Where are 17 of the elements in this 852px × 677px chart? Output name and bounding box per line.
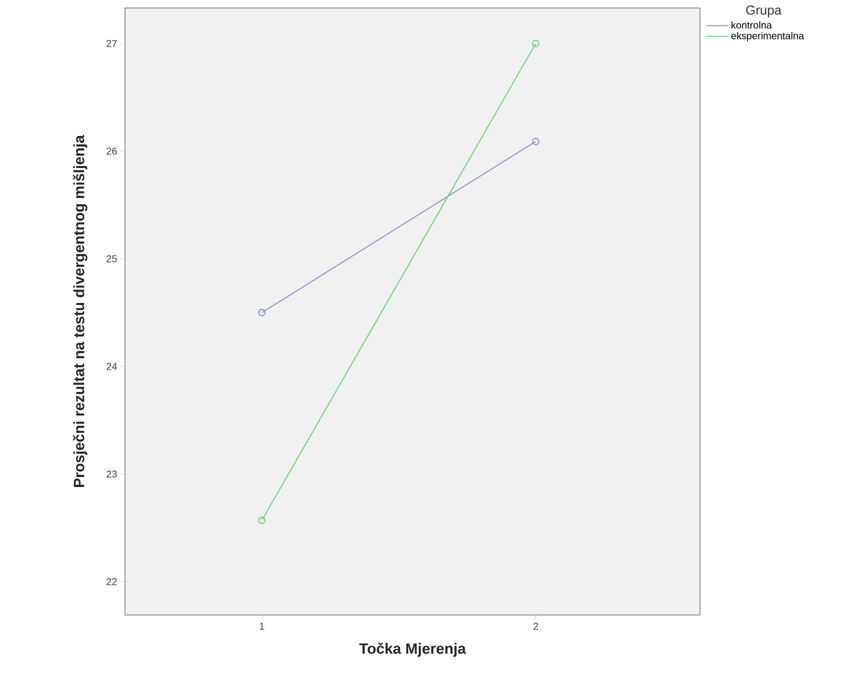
x-axis-title: Točka Mjerenja (359, 642, 466, 657)
y-tick-label: 27 (106, 40, 117, 47)
point (532, 40, 540, 48)
point (258, 516, 266, 524)
x-tick-label: 2 (533, 622, 538, 630)
x-tick-label: 1 (260, 622, 264, 630)
y-axis-title: Prosječni rezultat na testu divergentnog mišljenja (72, 134, 88, 487)
y-tick-label: 26 (106, 148, 117, 155)
y-tick-label: 25 (106, 255, 117, 262)
point (258, 308, 266, 316)
legend-label: eksperimentalna (731, 32, 804, 42)
point (532, 138, 540, 146)
legend-title: Grupa (746, 6, 782, 18)
y-tick-label: 22 (106, 578, 117, 586)
y-tick-label: 23 (106, 470, 117, 478)
y-tick-label: 24 (106, 362, 117, 370)
legend-label: kontrolna (732, 21, 772, 29)
